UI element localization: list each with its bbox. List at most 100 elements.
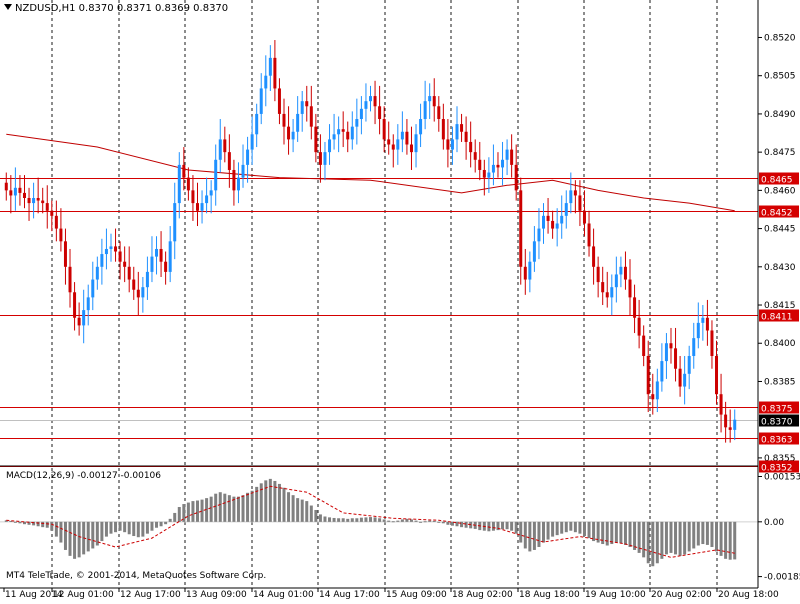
macd-histogram-bar [423, 521, 427, 523]
macd-histogram-bar [446, 521, 450, 525]
macd-histogram-bar [127, 521, 131, 535]
candle-body [692, 338, 696, 356]
macd-histogram-bar [246, 492, 250, 522]
candle-body [32, 198, 36, 204]
macd-histogram-bar [282, 487, 286, 522]
macd-histogram-bar [91, 521, 95, 549]
candle-body [177, 164, 181, 204]
candle-body [523, 266, 527, 280]
candle-body [637, 317, 641, 336]
macd-histogram-bar [715, 521, 719, 552]
candle-body [719, 394, 723, 415]
y-tick-label: 0.8355 [764, 454, 796, 464]
candle-body [655, 381, 659, 400]
candle-body [578, 195, 582, 211]
candle-body [109, 246, 113, 249]
candle-body [628, 279, 632, 298]
macd-histogram-bar [683, 521, 687, 555]
candle-body [501, 159, 505, 168]
candle-body [91, 279, 95, 298]
macd-histogram-bar [710, 521, 714, 547]
candle-body [528, 261, 532, 280]
macd-histogram-bar [200, 499, 204, 522]
candle-body [136, 289, 140, 298]
level-price-label: 0.8363 [761, 436, 793, 446]
candle-body [514, 164, 518, 191]
macd-histogram-bar [318, 514, 322, 522]
candle-body [582, 210, 586, 224]
candle-body [63, 241, 67, 267]
candle-body [724, 414, 728, 428]
candle-body [733, 419, 737, 430]
candle-body [496, 164, 500, 168]
macd-histogram-bar [250, 490, 254, 522]
symbol-label: NZDUSD,H1 [15, 3, 76, 14]
candle-body [487, 172, 491, 178]
macd-histogram-bar [287, 492, 291, 522]
candle-body [273, 57, 277, 89]
candle-body [510, 149, 514, 165]
macd-histogram-bar [491, 521, 495, 531]
candle-body [314, 126, 318, 153]
macd-y-tick-label: 0.00 [764, 518, 784, 528]
macd-histogram-bar [696, 521, 700, 546]
level-price-tag [759, 432, 799, 445]
candle-body [323, 152, 327, 165]
candle-body [674, 348, 678, 369]
macd-histogram-bar [232, 496, 236, 522]
macd-histogram-bar [236, 496, 240, 522]
macd-histogram-bar [505, 521, 509, 530]
macd-histogram-bar [141, 521, 145, 537]
macd-histogram-bar [633, 521, 637, 550]
macd-histogram-bar [642, 521, 646, 558]
candle-body [355, 119, 359, 127]
candle-body [405, 131, 409, 145]
y-tick-label: 0.8475 [764, 148, 796, 158]
candle-body [191, 190, 195, 204]
candle-body [400, 131, 404, 140]
candle-body [9, 190, 13, 196]
candle-body [104, 248, 108, 255]
candle-body [4, 182, 8, 191]
macd-histogram-bar [523, 521, 527, 549]
level-price-label: 0.8411 [761, 313, 793, 323]
candle-body [36, 198, 40, 201]
macd-histogram-bar [405, 518, 409, 522]
macd-histogram-bar [218, 492, 222, 522]
y-tick-label: 0.8490 [764, 110, 796, 120]
macd-y-tick-label: -0.00185 [764, 573, 800, 583]
macd-histogram-bar [646, 521, 650, 564]
candle-body [50, 210, 54, 216]
candle-body [328, 139, 332, 153]
candle-body [155, 248, 159, 257]
macd-histogram-bar [400, 519, 404, 522]
candle-body [182, 164, 186, 178]
macd-histogram-bar [195, 500, 199, 522]
macd-histogram-bar [54, 521, 58, 537]
macd-histogram-bar [464, 521, 468, 528]
macd-histogram-bar [277, 483, 281, 522]
macd-histogram-bar [560, 521, 564, 534]
macd-histogram-bar [264, 480, 268, 522]
macd-histogram-bar [359, 517, 363, 522]
candle-body [45, 203, 49, 211]
macd-histogram-bar [532, 521, 536, 550]
symbol-header: NZDUSD,H1 0.8370 0.8371 0.8369 0.8370 [4, 3, 228, 14]
macd-histogram-bar [59, 521, 63, 543]
macd-histogram-bar [528, 521, 532, 552]
candle-body [141, 287, 145, 298]
candle-body [432, 96, 436, 107]
candle-body [73, 292, 77, 318]
macd-histogram-bar [145, 521, 149, 534]
x-tick-label: 12 Aug 17:00 [120, 590, 181, 600]
macd-histogram-bar [241, 495, 245, 522]
macd-histogram-bar [623, 521, 627, 545]
macd-histogram-bar [687, 521, 691, 552]
macd-histogram-bar [428, 520, 432, 522]
candle-body [300, 101, 304, 114]
candle-body [391, 144, 395, 150]
macd-histogram-bar [437, 521, 441, 523]
